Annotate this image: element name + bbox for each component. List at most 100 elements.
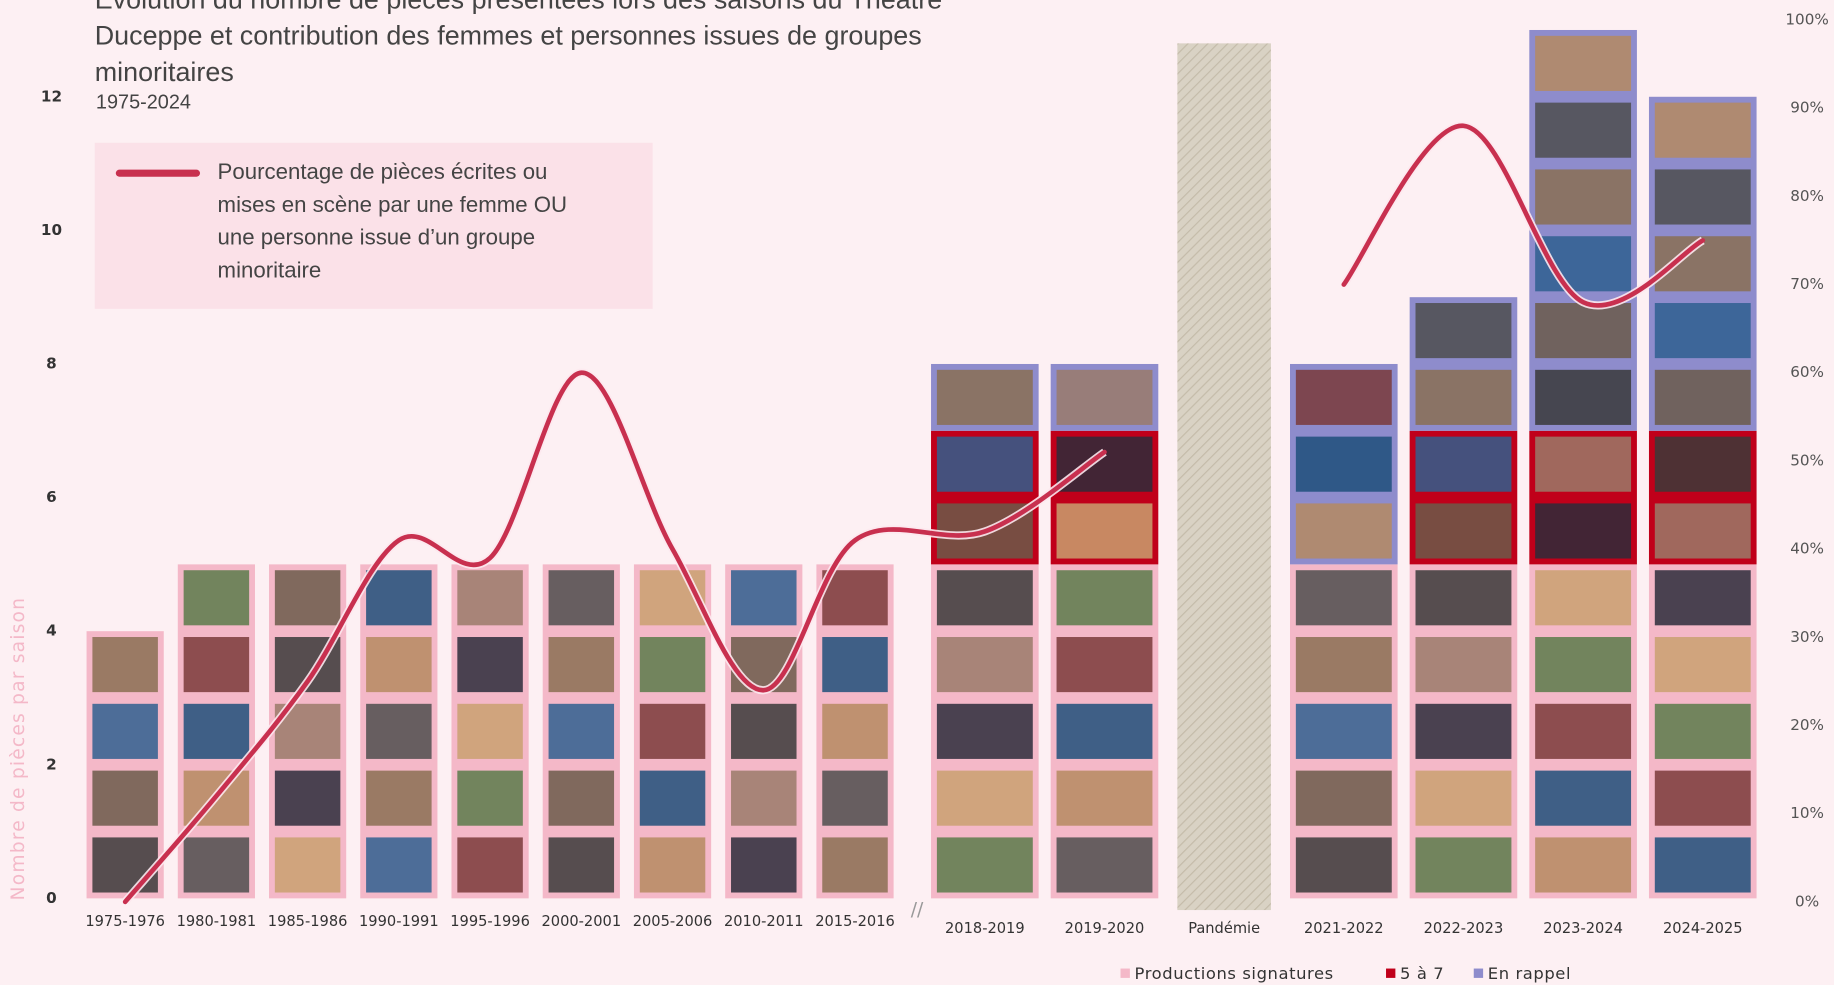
photo-placeholder [457, 637, 523, 693]
photo-placeholder [366, 837, 432, 893]
photo-placeholder [92, 770, 158, 826]
photo-placeholder [1654, 503, 1751, 559]
photo-placeholder [1415, 503, 1512, 559]
legend-swatch [1473, 968, 1484, 978]
photo-placeholder [548, 703, 615, 759]
photo-placeholder [457, 837, 523, 893]
photo-placeholder [1415, 303, 1512, 359]
photo-placeholder [1535, 102, 1632, 158]
x-tick-label: 1980-1981 [177, 913, 257, 930]
photo-placeholder [1654, 837, 1751, 893]
photo-placeholder [1535, 703, 1632, 759]
photo-placeholder [936, 369, 1033, 425]
photo-placeholder [1295, 770, 1392, 826]
y2-tick-label: 90% [1790, 99, 1824, 117]
photo-placeholder [1295, 570, 1392, 626]
photo-placeholder [1295, 436, 1392, 492]
photo-placeholder [1535, 837, 1632, 893]
y-tick-label: 12 [41, 87, 62, 105]
photo-placeholder [1654, 770, 1751, 826]
y-tick-label: 2 [46, 755, 57, 773]
photo-placeholder [1535, 303, 1632, 359]
photo-placeholder [92, 637, 158, 693]
y2-tick-label: 0% [1795, 892, 1819, 910]
photo-placeholder [1295, 637, 1392, 693]
photo-placeholder [1415, 436, 1512, 492]
photo-placeholder [1654, 570, 1751, 626]
photo-placeholder [1295, 503, 1392, 559]
x-tick-label: 2022-2023 [1424, 920, 1504, 937]
y2-tick-label: 70% [1790, 275, 1824, 293]
photo-placeholder [1535, 770, 1632, 826]
photo-placeholder [183, 703, 250, 759]
x-tick-label: 2018-2019 [945, 920, 1025, 937]
x-tick-label: 1985-1986 [268, 913, 348, 930]
photo-placeholder [731, 570, 797, 626]
photo-placeholder [1056, 436, 1153, 492]
y-tick-label: 10 [41, 221, 62, 239]
photo-placeholder [822, 570, 888, 626]
photo-placeholder [1056, 503, 1153, 559]
photo-placeholder [1415, 703, 1512, 759]
y2-tick-label: 10% [1790, 804, 1824, 822]
photo-placeholder [1654, 703, 1751, 759]
photo-placeholder [274, 837, 341, 893]
photo-placeholder [1295, 369, 1392, 425]
x-tick-label: Pandémie [1188, 920, 1260, 937]
x-tick-label: 2000-2001 [541, 913, 621, 930]
photo-placeholder [936, 770, 1033, 826]
legend-swatch [1120, 968, 1130, 978]
legend-label: En rappel [1488, 964, 1571, 983]
photo-placeholder [366, 637, 432, 693]
x-tick-label: 2005-2006 [633, 913, 713, 930]
y-tick-label: 8 [46, 354, 57, 372]
y2-tick-label: 20% [1790, 716, 1824, 734]
photo-placeholder [936, 703, 1033, 759]
photo-placeholder [1535, 35, 1632, 91]
pandemic-bar [1177, 43, 1271, 911]
photo-placeholder [457, 770, 523, 826]
x-tick-label: 2024-2025 [1663, 920, 1743, 937]
photo-placeholder [936, 837, 1033, 893]
y2-tick-label: 100% [1785, 10, 1828, 28]
photo-placeholder [274, 570, 341, 626]
photo-placeholder [1654, 637, 1751, 693]
legend-swatch [1386, 968, 1396, 978]
photo-placeholder [1056, 637, 1153, 693]
photo-placeholder [1654, 102, 1751, 158]
photo-placeholder [457, 703, 523, 759]
photo-placeholder [639, 703, 706, 759]
y2-tick-label: 40% [1790, 540, 1824, 558]
photo-placeholder [731, 703, 797, 759]
photo-placeholder [183, 570, 250, 626]
photo-placeholder [822, 637, 888, 693]
x-tick-label: 1975-1976 [85, 913, 165, 930]
photo-placeholder [936, 570, 1033, 626]
x-tick-label: 2010-2011 [724, 913, 804, 930]
photo-placeholder [1056, 703, 1153, 759]
photo-placeholder [1535, 570, 1632, 626]
y2-tick-label: 60% [1790, 363, 1824, 381]
photo-placeholder [1535, 169, 1632, 225]
photo-placeholder [548, 837, 615, 893]
photo-placeholder [1415, 837, 1512, 893]
x-tick-label: 2021-2022 [1304, 920, 1384, 937]
photo-placeholder [1295, 703, 1392, 759]
photo-placeholder [183, 837, 250, 893]
photo-placeholder [936, 436, 1033, 492]
photo-placeholder [548, 637, 615, 693]
x-tick-label: 1995-1996 [450, 913, 530, 930]
axis-break: // [911, 900, 924, 921]
photo-placeholder [1056, 770, 1153, 826]
photo-placeholder [548, 570, 615, 626]
photo-placeholder [1535, 503, 1632, 559]
photo-placeholder [822, 837, 888, 893]
y2-tick-label: 50% [1790, 451, 1824, 469]
photo-placeholder [548, 770, 615, 826]
title-box: Évolution du nombre de pièces présentées… [95, 0, 942, 87]
y2-tick-label: 30% [1790, 628, 1824, 646]
bar-segment [1529, 29, 1637, 431]
photo-placeholder [1415, 770, 1512, 826]
photo-placeholder [1535, 369, 1632, 425]
